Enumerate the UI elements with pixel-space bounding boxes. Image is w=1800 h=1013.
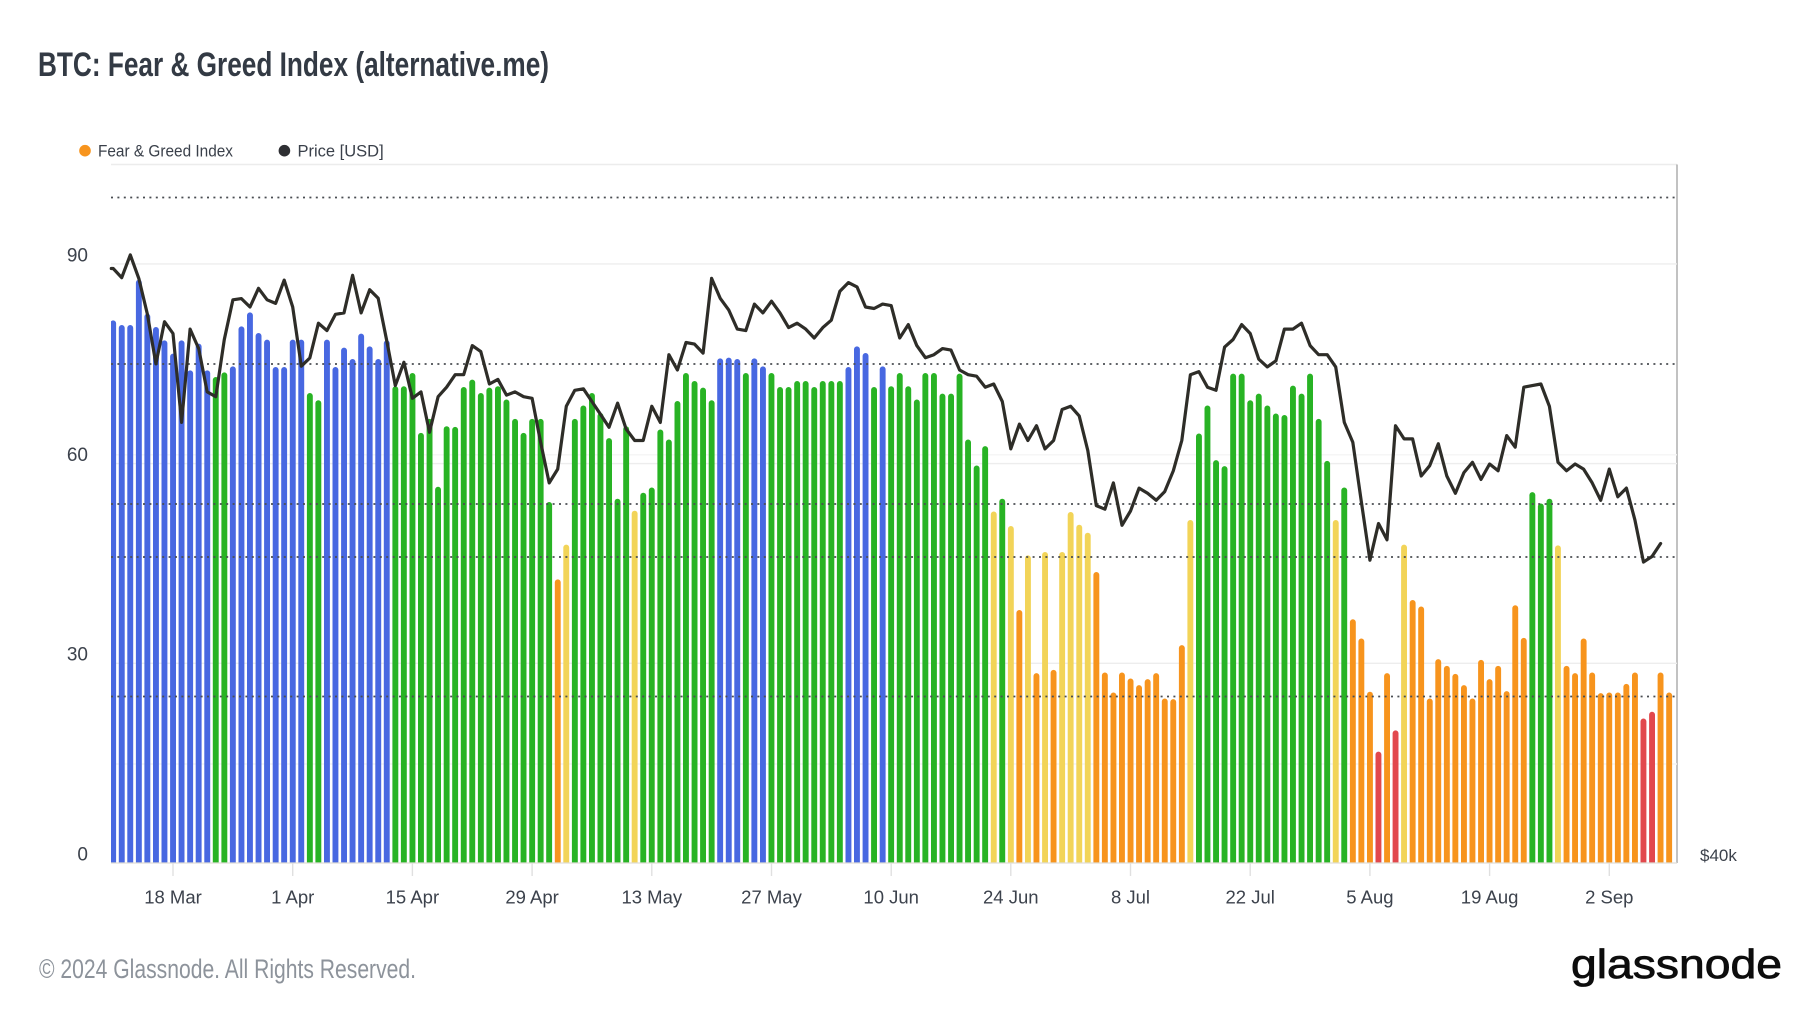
- svg-text:BTC: Fear & Greed Index (alter: BTC: Fear & Greed Index (alternative.me): [38, 46, 549, 84]
- svg-text:5 Aug: 5 Aug: [1346, 887, 1393, 908]
- svg-text:10 Jun: 10 Jun: [863, 887, 919, 908]
- svg-text:2 Sep: 2 Sep: [1585, 887, 1633, 908]
- svg-text:© 2024 Glassnode. All Rights R: © 2024 Glassnode. All Rights Reserved.: [39, 954, 416, 984]
- svg-text:$40k: $40k: [1700, 846, 1737, 865]
- svg-text:0: 0: [77, 844, 88, 865]
- svg-text:30: 30: [67, 645, 88, 666]
- svg-text:22 Jul: 22 Jul: [1226, 887, 1275, 908]
- svg-text:19 Aug: 19 Aug: [1461, 887, 1519, 908]
- svg-text:glassnode: glassnode: [1571, 941, 1782, 987]
- svg-text:1 Apr: 1 Apr: [271, 887, 314, 908]
- svg-text:15 Apr: 15 Apr: [386, 887, 440, 908]
- svg-text:8 Jul: 8 Jul: [1111, 887, 1150, 908]
- svg-text:18 Mar: 18 Mar: [144, 887, 202, 908]
- svg-text:29 Apr: 29 Apr: [505, 887, 559, 908]
- svg-text:27 May: 27 May: [741, 887, 802, 908]
- svg-text:60: 60: [67, 445, 88, 466]
- svg-text:Fear & Greed Index: Fear & Greed Index: [98, 143, 234, 161]
- svg-text:13 May: 13 May: [621, 887, 682, 908]
- svg-text:24 Jun: 24 Jun: [983, 887, 1039, 908]
- svg-text:90: 90: [67, 245, 88, 266]
- svg-text:Price [USD]: Price [USD]: [298, 143, 384, 161]
